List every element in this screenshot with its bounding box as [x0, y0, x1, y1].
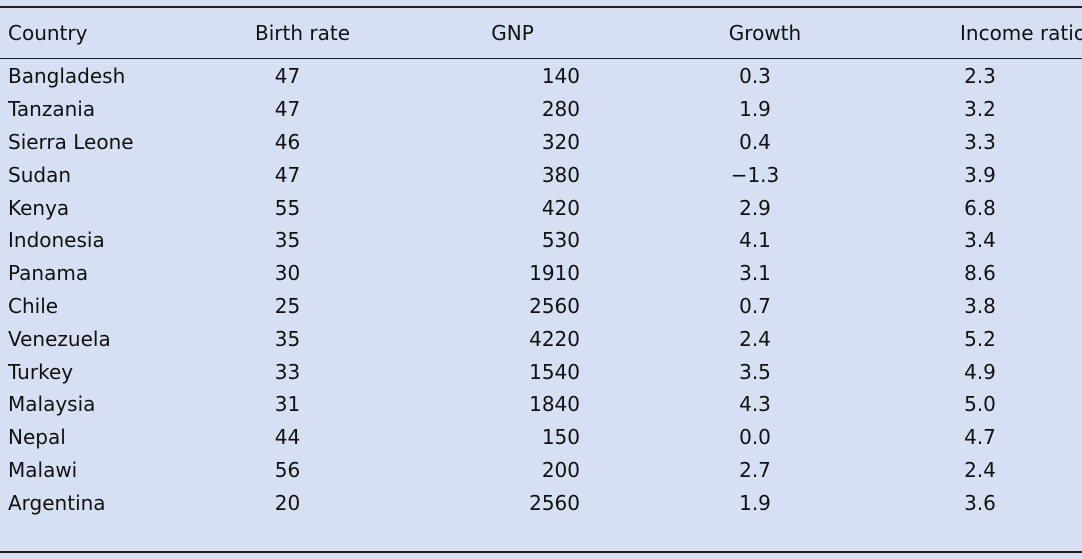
table-row: Sierra Leone 46 320 0.4 3.3 — [0, 126, 1082, 159]
table-row: Chile 25 2560 0.7 3.8 — [0, 290, 1082, 323]
gnp-cell: 140 — [541, 64, 580, 89]
table-bottom-rule — [0, 551, 1082, 553]
growth-cell: 4.1 — [739, 228, 771, 253]
country-cell: Malawi — [8, 457, 78, 482]
country-cell: Venezuela — [8, 326, 111, 351]
data-table: Country Birth rate GNP Growth Income rat… — [0, 8, 1082, 519]
income-ratio-cell: 2.3 — [964, 64, 996, 89]
table-row: Venezuela 35 4220 2.4 5.2 — [0, 322, 1082, 355]
gnp-cell: 1840 — [529, 392, 580, 417]
table-top-rule — [0, 6, 1082, 8]
table-row: Malawi 56 200 2.7 2.4 — [0, 454, 1082, 487]
gnp-cell: 380 — [541, 162, 580, 187]
growth-cell: 2.4 — [739, 326, 771, 351]
table-row: Bangladesh 47 140 0.3 2.3 — [0, 58, 1082, 93]
growth-cell: 4.3 — [739, 392, 771, 417]
table-row: Malaysia 31 1840 4.3 5.0 — [0, 388, 1082, 421]
table-row: Tanzania 47 280 1.9 3.2 — [0, 93, 1082, 126]
header-growth: Growth — [728, 21, 802, 45]
growth-cell: −1.3 — [730, 162, 780, 187]
gnp-cell: 2560 — [529, 490, 580, 515]
birth-rate-cell: 44 — [274, 425, 301, 450]
country-cell: Argentina — [8, 490, 106, 515]
table-row: Kenya 55 420 2.9 6.8 — [0, 191, 1082, 224]
header-birth-rate: Birth rate — [255, 21, 350, 45]
table-row: Turkey 33 1540 3.5 4.9 — [0, 355, 1082, 388]
gnp-cell: 280 — [541, 97, 580, 122]
income-ratio-cell: 3.4 — [964, 228, 996, 253]
table-header-rule — [0, 58, 1082, 59]
growth-cell: 0.7 — [739, 293, 771, 318]
growth-cell: 3.5 — [739, 359, 771, 384]
income-ratio-cell: 5.2 — [964, 326, 996, 351]
header-country: Country — [8, 21, 88, 45]
growth-cell: 2.9 — [739, 195, 771, 220]
gnp-cell: 150 — [541, 425, 580, 450]
birth-rate-cell: 47 — [274, 97, 301, 122]
growth-cell: 0.3 — [739, 64, 771, 89]
country-cell: Sierra Leone — [8, 129, 134, 154]
birth-rate-cell: 47 — [274, 162, 301, 187]
birth-rate-cell: 56 — [274, 457, 301, 482]
gnp-cell: 1910 — [529, 261, 580, 286]
header-gnp: GNP — [491, 21, 534, 45]
header-income-ratio: Income ratio — [960, 21, 1082, 45]
birth-rate-cell: 46 — [274, 129, 301, 154]
gnp-cell: 530 — [541, 228, 580, 253]
income-ratio-cell: 3.2 — [964, 97, 996, 122]
income-ratio-cell: 3.9 — [964, 162, 996, 187]
income-ratio-cell: 3.6 — [964, 490, 996, 515]
table-row: Sudan 47 380 −1.3 3.9 — [0, 158, 1082, 191]
growth-cell: 0.0 — [739, 425, 771, 450]
country-cell: Turkey — [8, 359, 74, 384]
birth-rate-cell: 30 — [274, 261, 301, 286]
country-cell: Sudan — [8, 162, 71, 187]
income-ratio-cell: 3.8 — [964, 293, 996, 318]
country-cell: Malaysia — [8, 392, 96, 417]
table-body: Bangladesh 47 140 0.3 2.3 Tanzania 47 280 1.9 3.2… — [0, 58, 1082, 519]
table-header: Country Birth rate GNP Growth Income rat… — [0, 8, 1082, 58]
gnp-cell: 1540 — [529, 359, 580, 384]
country-cell: Panama — [8, 261, 89, 286]
header-row: Country Birth rate GNP Growth Income rat… — [0, 8, 1082, 58]
gnp-cell: 420 — [541, 195, 580, 220]
growth-cell: 3.1 — [739, 261, 771, 286]
birth-rate-cell: 31 — [274, 392, 301, 417]
gnp-cell: 4220 — [529, 326, 580, 351]
income-ratio-cell: 3.3 — [964, 129, 996, 154]
income-ratio-cell: 4.9 — [964, 359, 996, 384]
country-cell: Kenya — [8, 195, 70, 220]
gnp-cell: 200 — [541, 457, 580, 482]
income-ratio-cell: 2.4 — [964, 457, 996, 482]
gnp-cell: 2560 — [529, 293, 580, 318]
table-row: Indonesia 35 530 4.1 3.4 — [0, 224, 1082, 257]
country-cell: Nepal — [8, 425, 66, 450]
table-row: Panama 30 1910 3.1 8.6 — [0, 257, 1082, 290]
birth-rate-cell: 47 — [274, 64, 301, 89]
table-row: Argentina 20 2560 1.9 3.6 — [0, 486, 1082, 519]
birth-rate-cell: 35 — [274, 228, 301, 253]
birth-rate-cell: 55 — [274, 195, 301, 220]
income-ratio-cell: 6.8 — [964, 195, 996, 220]
income-ratio-cell: 5.0 — [964, 392, 996, 417]
income-ratio-cell: 4.7 — [964, 425, 996, 450]
table-row: Nepal 44 150 0.0 4.7 — [0, 421, 1082, 454]
country-cell: Indonesia — [8, 228, 105, 253]
birth-rate-cell: 25 — [274, 293, 301, 318]
growth-cell: 0.4 — [739, 129, 771, 154]
growth-cell: 2.7 — [739, 457, 771, 482]
growth-cell: 1.9 — [739, 490, 771, 515]
birth-rate-cell: 20 — [274, 490, 301, 515]
growth-cell: 1.9 — [739, 97, 771, 122]
gnp-cell: 320 — [541, 129, 580, 154]
country-cell: Bangladesh — [8, 64, 126, 89]
income-ratio-cell: 8.6 — [964, 261, 996, 286]
birth-rate-cell: 35 — [274, 326, 301, 351]
country-cell: Chile — [8, 293, 59, 318]
country-cell: Tanzania — [8, 97, 96, 122]
birth-rate-cell: 33 — [274, 359, 301, 384]
